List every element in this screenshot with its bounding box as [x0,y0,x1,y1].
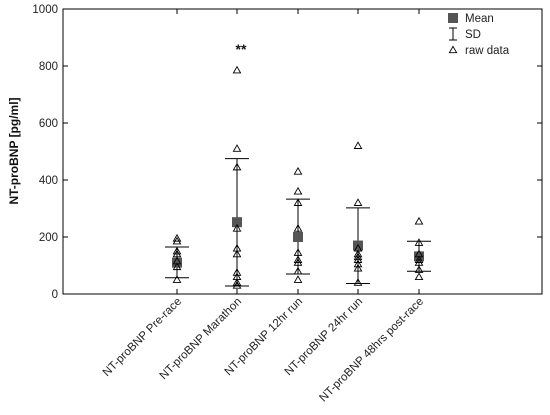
legend: Mean SD raw data [448,13,510,57]
plot-area [62,8,543,295]
raw-data-marker [353,141,363,149]
raw-data-marker [232,65,242,74]
y-tick-label: 600 [39,118,58,130]
mean-marker [232,217,242,228]
chart-marks: ** [165,41,431,289]
raw-data-marker [293,223,303,232]
legend-label: SD [465,29,481,41]
raw-data-marker [172,275,182,283]
mean-marker [293,232,303,242]
raw-data-marker [232,280,242,289]
raw-data-marker [414,238,424,246]
y-tick-label: 200 [39,232,58,244]
y-tick-label: 0 [52,289,58,301]
raw-data-marker [293,198,303,206]
raw-data-marker [353,259,363,268]
y-axis-title: NT-proBNP [pg/ml] [7,97,21,204]
raw-data-marker [172,262,182,271]
legend-mean-symbol [448,13,458,23]
raw-data-marker [232,144,242,152]
legend-label: Mean [465,13,494,25]
raw-data-marker [353,263,363,272]
raw-data-marker [293,266,303,275]
raw-data-marker [232,223,242,232]
raw-data-marker [353,198,363,206]
raw-data-marker [172,233,182,242]
raw-data-marker [172,236,182,245]
legend-label: raw data [465,45,510,57]
raw-data-marker [414,255,424,263]
y-tick-label: 800 [39,61,58,73]
raw-data-marker [353,278,363,286]
raw-data-marker [232,249,242,258]
y-tick-label: 1000 [32,4,58,16]
raw-data-marker [172,246,182,255]
raw-data-marker [293,255,303,263]
y-tick-label: 400 [39,175,58,187]
legend-raw-symbol [448,45,458,54]
raw-data-marker [232,268,242,276]
y-axis: 0 200 400 600 800 1000 [32,4,542,301]
raw-data-marker [293,186,303,195]
raw-data-marker [414,272,424,281]
raw-data-marker [293,166,303,175]
raw-data-marker [232,162,242,171]
raw-data-marker [293,258,303,266]
raw-data-marker [232,278,242,286]
raw-data-marker [353,255,363,263]
raw-data-marker [293,275,303,283]
significance-annotation: ** [236,41,247,57]
x-category-label: NT-proBNP 48hrs post-race [317,296,426,405]
raw-data-marker [414,216,424,225]
